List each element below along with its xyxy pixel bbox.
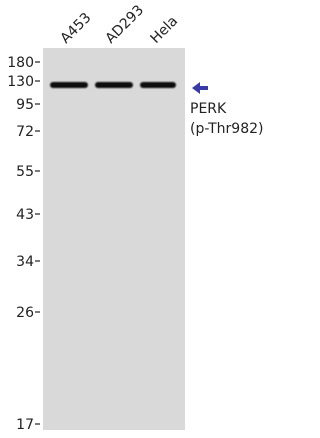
marker-label: 26: [16, 305, 34, 321]
band-arrow: [192, 82, 208, 94]
marker-label: 95: [16, 97, 34, 113]
marker-label: 180: [7, 55, 34, 71]
lane-label: AD293: [103, 2, 148, 47]
band: [50, 82, 88, 88]
membrane: [43, 48, 185, 430]
marker-label: 55: [16, 164, 34, 180]
bands: [50, 82, 176, 88]
target-name: PERK: [190, 101, 227, 117]
target-detail: (p-Thr982): [190, 121, 263, 137]
lane-label: A453: [58, 10, 95, 47]
band: [95, 82, 133, 88]
band: [140, 82, 176, 88]
marker-label: 43: [16, 207, 34, 223]
marker-label: 34: [16, 254, 34, 270]
lane-label: Hela: [148, 13, 182, 47]
marker-label: 17: [16, 417, 34, 433]
marker-label: 130: [7, 74, 34, 90]
marker-label: 72: [16, 124, 34, 140]
